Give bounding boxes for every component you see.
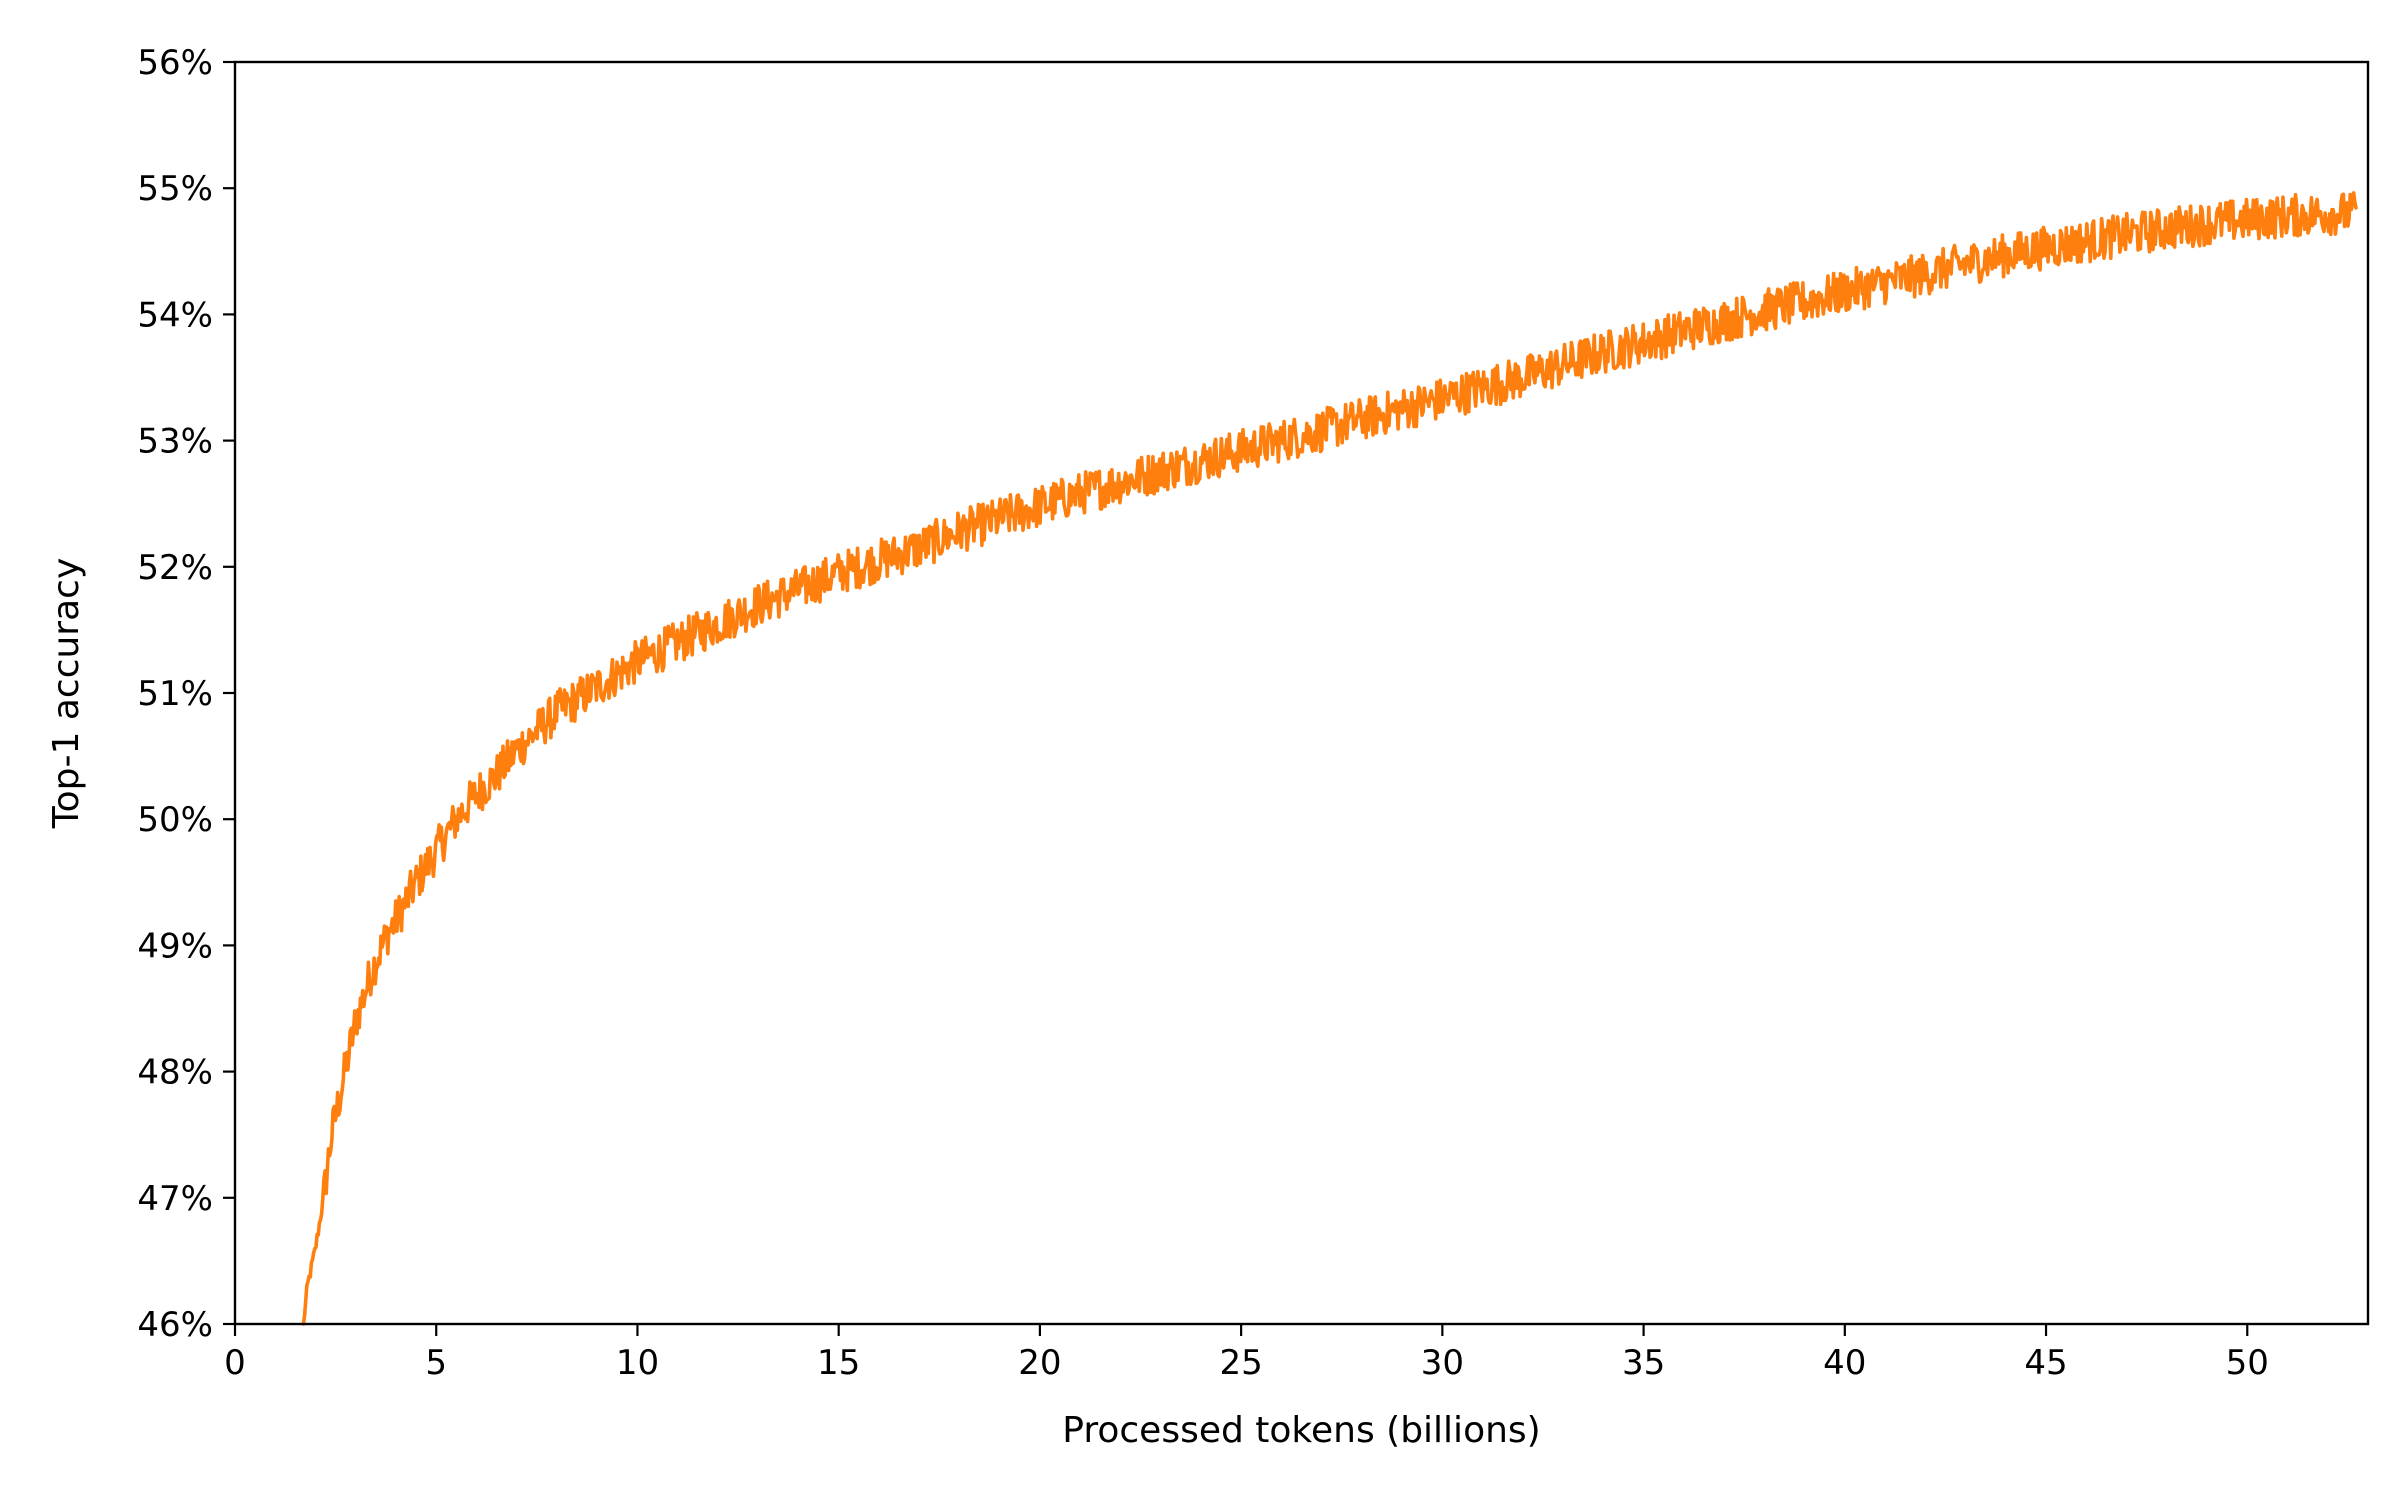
- x-axis: 0 5 10 15 20 25 30 35 40 45 50: [224, 1324, 2269, 1383]
- x-tick-label: 5: [425, 1343, 447, 1383]
- accuracy-series-line: [301, 191, 2358, 1326]
- x-axis-label: Processed tokens (billions): [1062, 1410, 1540, 1451]
- x-tick-label: 45: [2024, 1343, 2067, 1383]
- y-axis-label: Top-1 accuracy: [46, 558, 87, 830]
- x-tick-label: 20: [1018, 1343, 1061, 1383]
- y-axis: 46% 47% 48% 49% 50% 51% 52% 53% 54% 55% 56%: [137, 43, 235, 1345]
- y-tick-label: 48%: [137, 1053, 213, 1093]
- y-tick-label: 54%: [137, 295, 213, 335]
- x-tick-label: 15: [817, 1343, 860, 1383]
- y-tick-label: 56%: [137, 43, 213, 83]
- y-tick-label: 52%: [137, 548, 213, 588]
- y-tick-label: 51%: [137, 674, 213, 714]
- y-tick-label: 53%: [137, 422, 213, 462]
- y-tick-label: 47%: [137, 1179, 213, 1219]
- x-tick-label: 35: [1622, 1343, 1665, 1383]
- y-tick-label: 50%: [137, 800, 213, 840]
- y-tick-label: 55%: [137, 169, 213, 209]
- x-tick-label: 40: [1823, 1343, 1866, 1383]
- series-layer: [301, 191, 2358, 1326]
- y-tick-label: 46%: [137, 1305, 213, 1345]
- x-tick-label: 25: [1219, 1343, 1262, 1383]
- x-tick-label: 50: [2226, 1343, 2269, 1383]
- x-tick-label: 10: [616, 1343, 659, 1383]
- x-tick-label: 30: [1421, 1343, 1464, 1383]
- x-tick-label: 0: [224, 1343, 246, 1383]
- y-tick-label: 49%: [137, 926, 213, 966]
